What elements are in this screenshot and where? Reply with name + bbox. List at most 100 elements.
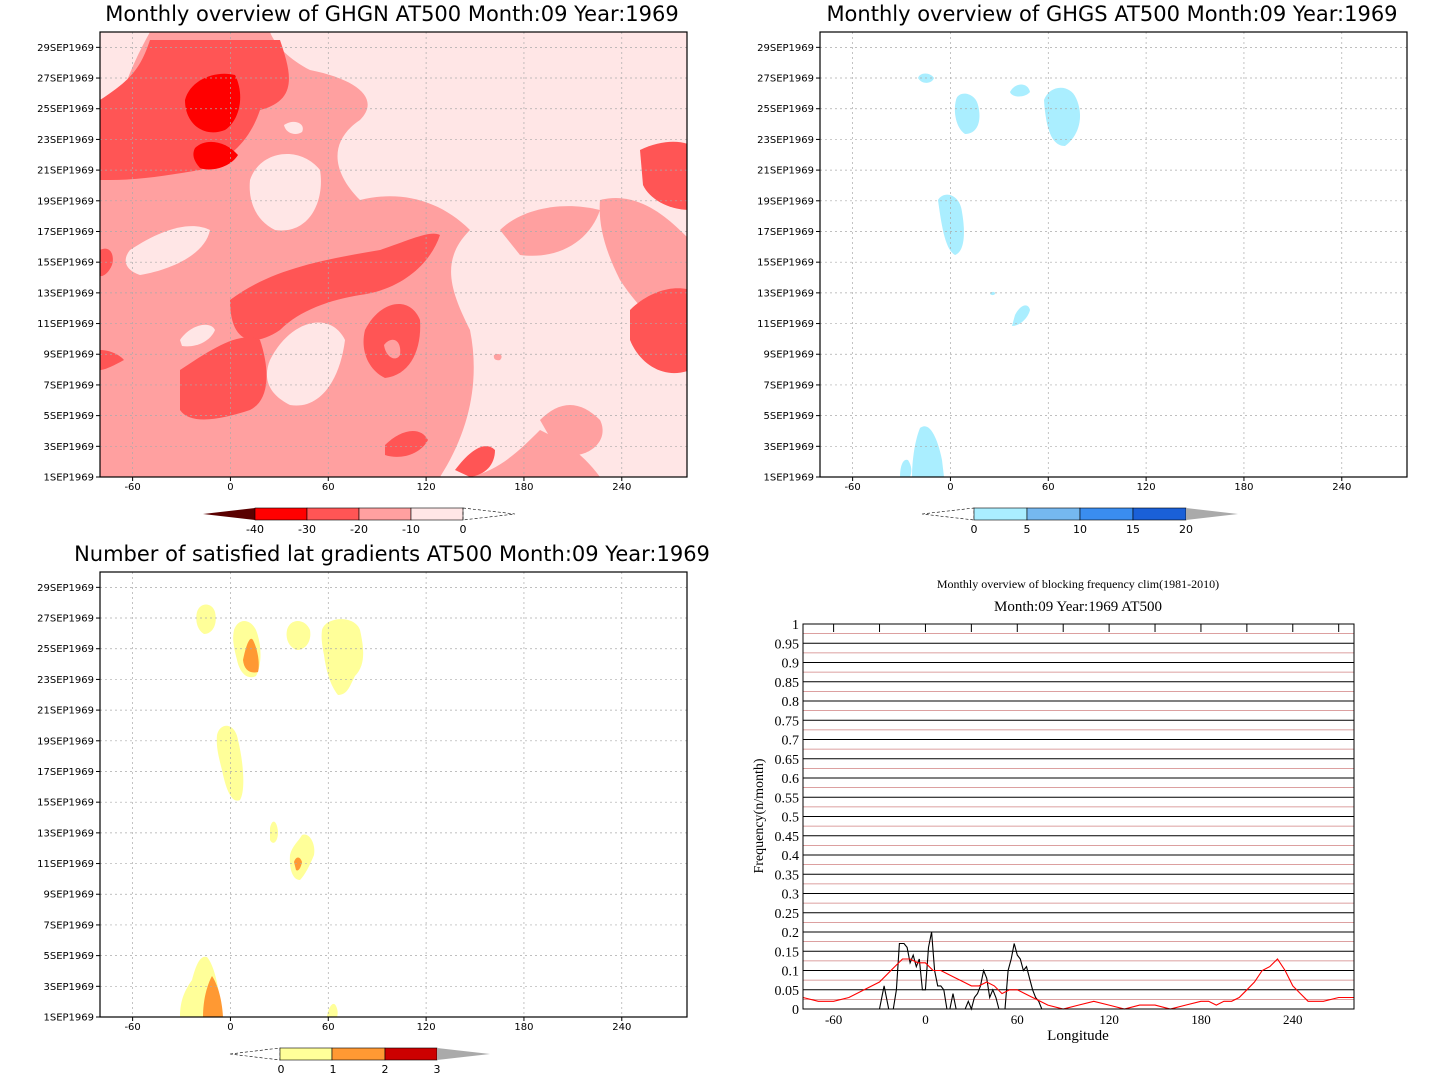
panel-title: Monthly overview of GHGN AT500 Month:09 … — [105, 2, 678, 26]
x-tick-labels: -60 0 60 120 180 240 — [124, 477, 631, 493]
y-tick-label: 3SEP1969 — [43, 442, 94, 453]
contour-blob — [1012, 305, 1030, 326]
y-axis-label: Frequency(n/month) — [752, 758, 767, 873]
y-tick-label: 7SEP1969 — [763, 380, 814, 391]
y-tick-label: 0.8 — [782, 695, 800, 710]
colorbar-over — [462, 507, 516, 521]
y-tick-label: 21SEP1969 — [757, 166, 814, 177]
y-tick-label: 13SEP1969 — [37, 828, 94, 839]
y-tick-labels: 0 0.05 0.1 0.15 0.2 0.25 0.3 0.35 0.4 0.45 0.5 0.55… — [775, 618, 800, 1018]
colorbar: 0 1 2 3 — [229, 1047, 490, 1076]
y-tick-label: 21SEP1969 — [37, 706, 94, 717]
colorbar-label: -30 — [298, 523, 316, 536]
x-tick-label: 0 — [227, 482, 233, 493]
y-tick-label: 0.2 — [782, 926, 800, 941]
y-tick-label: 23SEP1969 — [37, 675, 94, 686]
grid — [100, 572, 687, 1017]
y-tick-label: 25SEP1969 — [37, 644, 94, 655]
x-tick-label: 60 — [322, 482, 335, 493]
contour-strong-1 — [185, 73, 241, 133]
contour-blob-orange — [243, 638, 259, 673]
contour-pink-se — [470, 430, 600, 477]
y-tick-label: 0.45 — [775, 830, 800, 845]
x-tick-label: 180 — [514, 1022, 533, 1033]
x-tick-label: 180 — [1191, 1012, 1211, 1027]
contour-med-s2 — [455, 446, 495, 477]
y-tick-labels: 29SEP1969 27SEP1969 25SEP1969 23SEP1969 21SE… — [37, 583, 100, 1024]
contour-blob — [938, 194, 964, 255]
chart-subtitle: Month:09 Year:1969 AT500 — [994, 599, 1162, 615]
colorbar-swatch-0 — [203, 508, 255, 520]
contour-hole-2 — [384, 339, 401, 359]
x-tick-labels: -60 0 60 120 180 240 — [825, 624, 1340, 1027]
grid — [820, 32, 1407, 477]
contour-light-a — [249, 153, 321, 231]
y-tick-label: 27SEP1969 — [757, 74, 814, 85]
colorbar-under — [921, 507, 975, 521]
y-tick-label: 15SEP1969 — [37, 798, 94, 809]
colorbar-swatch-3 — [1132, 507, 1187, 521]
colorbar-swatch-2 — [1079, 507, 1134, 521]
plot-frame — [819, 31, 1408, 478]
colorbar-label: 0 — [460, 523, 467, 536]
contour-blob-orange — [203, 976, 223, 1017]
panel-ghgn: Monthly overview of GHGN AT500 Month:09 … — [37, 2, 688, 536]
colorbar-label: -20 — [350, 523, 368, 536]
x-tick-label: 120 — [1137, 482, 1156, 493]
colorbar-swatch-1 — [331, 1047, 386, 1061]
contour-blob — [196, 604, 216, 634]
y-tick-label: 11SEP1969 — [37, 859, 94, 870]
y-tick-label: 29SEP1969 — [37, 43, 94, 54]
colorbar-swatch-1 — [254, 507, 308, 521]
y-tick-labels: 29SEP1969 27SEP1969 25SEP1969 23SEP1969 21SE… — [37, 43, 100, 484]
panel-blocking-frequency: Monthly overview of blocking frequency c… — [752, 577, 1355, 1044]
y-tick-label: 25SEP1969 — [37, 104, 94, 115]
contour-pink-e3 — [500, 206, 600, 256]
y-tick-label: 9SEP1969 — [763, 350, 814, 361]
contour-med-w2 — [100, 350, 124, 370]
panel-title: Monthly overview of GHGS AT500 Month:09 … — [826, 2, 1397, 26]
y-tick-label: 3SEP1969 — [763, 442, 814, 453]
series-line-0 — [803, 931, 1354, 1011]
colorbar-label: 10 — [1073, 523, 1087, 536]
contour-hole-3 — [493, 353, 502, 361]
x-tick-label: 240 — [1283, 1012, 1303, 1027]
y-tick-label: 7SEP1969 — [43, 920, 94, 931]
contour-med-s1 — [385, 430, 428, 457]
colorbar-swatch-4 — [410, 507, 464, 521]
y-tick-label: 1 — [792, 618, 799, 633]
contour-field — [180, 604, 364, 1017]
colorbar-swatch-0 — [973, 507, 1028, 521]
plot-frame — [99, 571, 688, 1018]
y-tick-label: 5SEP1969 — [763, 411, 814, 422]
panel-title: Number of satisfied lat gradients AT500 … — [74, 542, 710, 566]
contour-blob — [990, 291, 996, 296]
x-tick-label: 240 — [612, 482, 631, 493]
colorbar: 0 5 10 15 20 — [921, 507, 1238, 536]
y-tick-label: 25SEP1969 — [757, 104, 814, 115]
y-tick-label: 1SEP1969 — [43, 1013, 94, 1024]
x-tick-label: 120 — [417, 1022, 436, 1033]
colorbar-swatch-0 — [279, 1047, 333, 1061]
x-tick-labels: -60 0 60 120 180 240 — [124, 1017, 631, 1033]
y-tick-label: 0.3 — [782, 888, 800, 903]
plot-frame — [99, 31, 688, 478]
contour-med-e1 — [640, 141, 687, 210]
x-tick-label: -60 — [825, 1012, 842, 1027]
horizontal-gridlines — [803, 623, 1354, 1010]
colorbar-label: 0 — [278, 1063, 285, 1076]
colorbar-label: 1 — [330, 1063, 337, 1076]
y-tick-label: 0.55 — [775, 791, 800, 806]
x-tick-label: -60 — [844, 482, 860, 493]
y-tick-label: 1SEP1969 — [763, 473, 814, 484]
y-tick-label: 0.65 — [775, 753, 800, 768]
y-tick-label: 15SEP1969 — [37, 258, 94, 269]
y-tick-label: 17SEP1969 — [37, 227, 94, 238]
y-tick-label: 23SEP1969 — [757, 135, 814, 146]
contour-light-d — [180, 324, 215, 347]
colorbar-over — [437, 1048, 490, 1060]
y-tick-label: 0.05 — [775, 984, 800, 999]
y-tick-label: 0.75 — [775, 714, 800, 729]
y-tick-label: 19SEP1969 — [37, 736, 94, 747]
